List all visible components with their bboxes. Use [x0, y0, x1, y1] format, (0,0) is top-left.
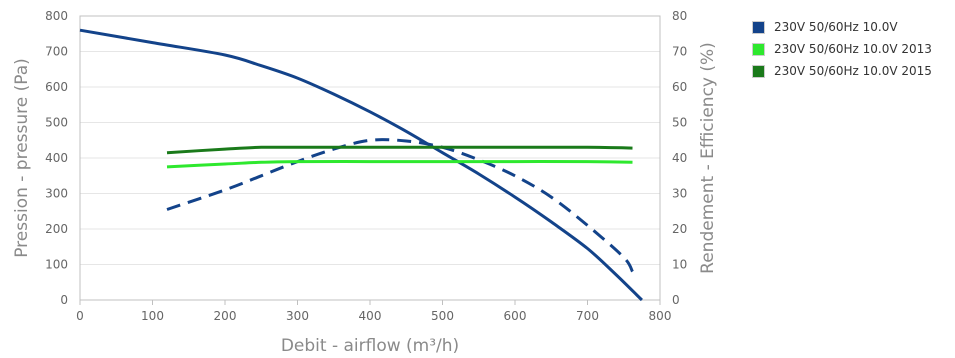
right-axis-ticks: 0 10 20 30 40 50 60 70 80 [672, 9, 687, 307]
right-tick-label: 20 [672, 222, 687, 236]
right-tick-label: 50 [672, 116, 687, 130]
x-tick-label: 700 [576, 309, 599, 323]
pressure-curve-line [79, 28, 643, 302]
left-tick-label: 700 [45, 45, 68, 59]
left-axis-ticks: 0 100 200 300 400 500 600 700 800 [45, 9, 68, 307]
x-tick-label: 100 [141, 309, 164, 323]
x-tick-label: 200 [214, 309, 237, 323]
x-tick-label: 500 [431, 309, 454, 323]
legend-swatch [752, 64, 765, 78]
efficiency-line-2 [166, 160, 633, 169]
x-tick-label: 400 [359, 309, 382, 323]
legend-label: 230V 50/60Hz 10.0V 2013 [774, 42, 932, 56]
legend-label: 230V 50/60Hz 10.0V 2015 [774, 64, 932, 78]
grid-lines [80, 15, 660, 301]
right-tick-label: 40 [672, 151, 687, 165]
legend-swatch [752, 42, 765, 56]
legend-item[interactable]: 230V 50/60Hz 10.0V [752, 18, 898, 36]
efficiency-dashed-line [166, 138, 634, 273]
right-tick-label: 0 [672, 293, 680, 307]
x-tick-label: 300 [286, 309, 309, 323]
left-tick-label: 500 [45, 116, 68, 130]
efficiency-line-3 [166, 145, 633, 155]
x-axis-title: Debit - airflow (m³/h) [281, 336, 459, 356]
legend-label: 230V 50/60Hz 10.0V [774, 20, 898, 34]
legend-swatch [752, 20, 765, 34]
left-tick-label: 100 [45, 258, 68, 272]
right-tick-label: 70 [672, 45, 687, 59]
left-tick-label: 200 [45, 222, 68, 236]
series-layer [79, 28, 643, 302]
right-axis-title: Rendement - Efficiency (%) [698, 42, 718, 274]
left-tick-label: 300 [45, 187, 68, 201]
right-tick-label: 60 [672, 80, 687, 94]
x-tick-label: 800 [649, 309, 672, 323]
x-tick-label: 600 [504, 309, 527, 323]
left-axis-title: Pression - pressure (Pa) [12, 58, 32, 258]
legend-item[interactable]: 230V 50/60Hz 10.0V 2015 [752, 62, 932, 80]
x-axis-ticks: 0 100 200 300 400 500 600 700 800 [76, 300, 671, 323]
right-tick-label: 30 [672, 187, 687, 201]
left-tick-label: 600 [45, 80, 68, 94]
right-tick-label: 10 [672, 258, 687, 272]
left-tick-label: 0 [60, 293, 68, 307]
left-tick-label: 800 [45, 9, 68, 23]
right-tick-label: 80 [672, 9, 687, 23]
x-tick-label: 0 [76, 309, 84, 323]
legend-item[interactable]: 230V 50/60Hz 10.0V 2013 [752, 40, 932, 58]
left-tick-label: 400 [45, 151, 68, 165]
